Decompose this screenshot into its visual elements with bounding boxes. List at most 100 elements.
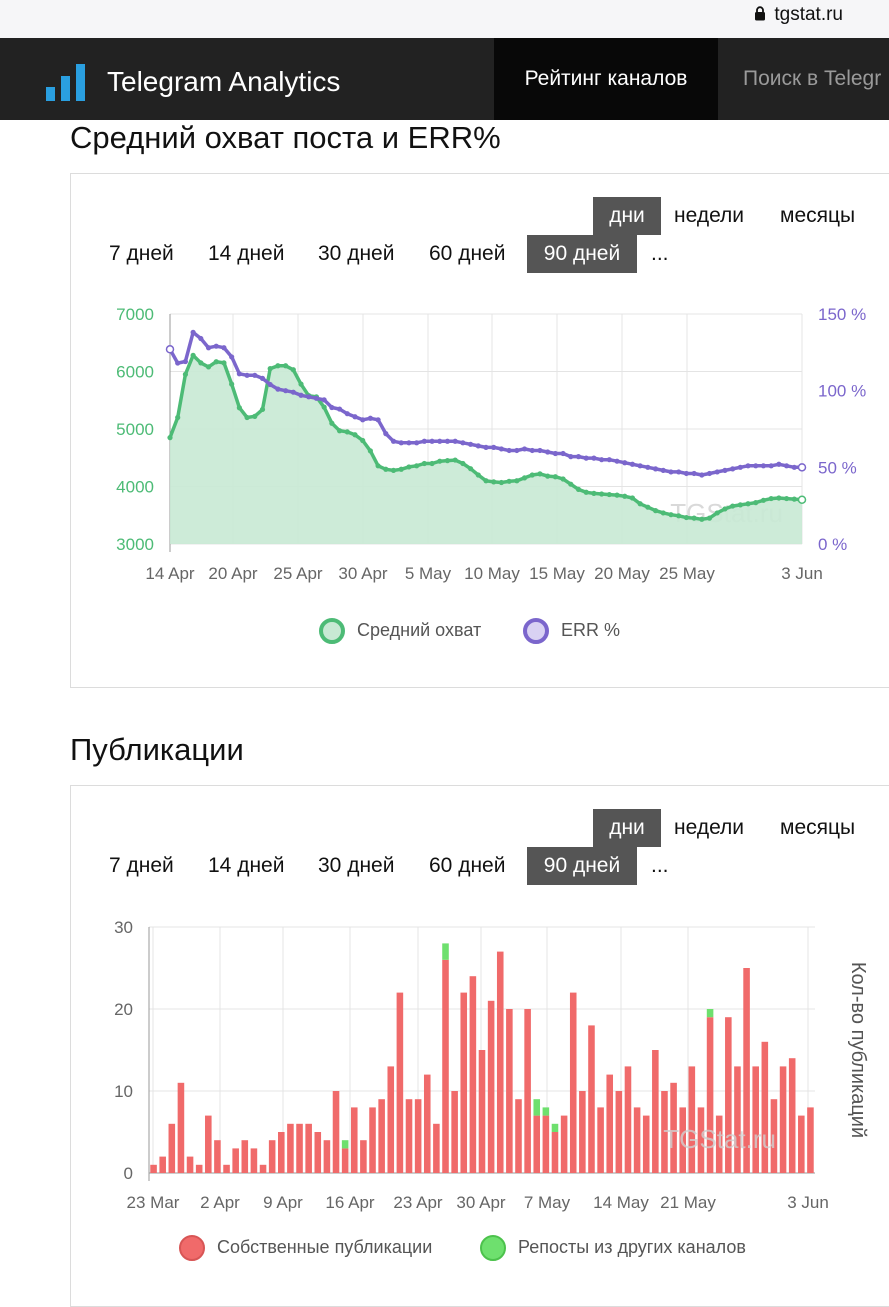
- bar-own-posts: [487, 1000, 495, 1173]
- bar-own-posts: [697, 1107, 705, 1173]
- reach-point: [637, 501, 643, 507]
- bar-own-posts: [323, 1140, 331, 1173]
- reach-point: [329, 420, 335, 426]
- reach-point: [321, 404, 327, 410]
- period-weeks-button[interactable]: недели: [674, 204, 745, 227]
- brand-name[interactable]: Telegram Analytics: [107, 66, 341, 97]
- period-months-button[interactable]: месяцы: [780, 204, 856, 227]
- pub-period-days-button[interactable]: дни: [593, 809, 661, 847]
- pub-period-weeks-button[interactable]: недели: [674, 816, 745, 839]
- nav-channel-rating[interactable]: Рейтинг каналов: [494, 38, 718, 120]
- reach-area-fill: [170, 355, 802, 544]
- bar-own-posts: [761, 1041, 769, 1173]
- err-point: [252, 372, 258, 378]
- reach-point: [267, 366, 273, 372]
- browser-url-bar[interactable]: tgstat.ru: [0, 0, 889, 38]
- err-point: [190, 329, 196, 335]
- period-days-button[interactable]: дни: [593, 197, 661, 235]
- reach-point: [198, 360, 204, 366]
- bar-chart-logo-icon[interactable]: [46, 64, 86, 101]
- lock-icon: [755, 6, 766, 21]
- err-point: [629, 461, 636, 467]
- legend-own-swatch: [179, 1235, 205, 1261]
- legend-average-reach[interactable]: Средний охват: [319, 618, 481, 644]
- y-tick-label: 10: [114, 1082, 133, 1101]
- pub-range-60-days-button[interactable]: 60 дней: [429, 854, 506, 877]
- reach-point: [336, 428, 343, 434]
- reach-point: [676, 513, 682, 519]
- reach-point: [259, 406, 266, 413]
- err-point: [637, 463, 643, 469]
- pub-range-30-days-button[interactable]: 30 дней: [318, 854, 395, 877]
- legend-err[interactable]: ERR %: [523, 618, 620, 644]
- err-point: [545, 449, 551, 455]
- legend-reposts[interactable]: Репосты из других каналов: [480, 1235, 746, 1261]
- err-point: [498, 446, 505, 452]
- pub-range-14-days-button[interactable]: 14 дней: [208, 854, 285, 877]
- range-14-days-button[interactable]: 14 дней: [208, 242, 285, 265]
- y-tick-label: 30: [114, 918, 133, 937]
- err-point: [683, 470, 689, 477]
- reach-point: [406, 464, 412, 470]
- y-axis-title: Кол-во публикаций: [847, 962, 869, 1138]
- err-point: [568, 454, 574, 460]
- range-60-days-button[interactable]: 60 дней: [429, 242, 506, 265]
- reach-point: [745, 501, 751, 507]
- range-7-days-button[interactable]: 7 дней: [109, 242, 174, 265]
- bar-own-posts: [725, 1017, 732, 1173]
- bar-own-posts: [551, 1132, 559, 1173]
- reach-point: [344, 429, 350, 435]
- pub-range-more-button[interactable]: ...: [651, 854, 669, 877]
- reach-point: [213, 359, 219, 365]
- range-more-button[interactable]: ...: [651, 242, 669, 265]
- bar-own-posts: [642, 1115, 650, 1173]
- reach-point: [722, 506, 728, 512]
- bar-reposts: [442, 943, 449, 960]
- reach-point: [205, 364, 212, 370]
- err-point: [437, 438, 443, 444]
- reach-point: [506, 478, 512, 484]
- x-tick-label: 7 May: [524, 1193, 571, 1212]
- bar-own-posts: [542, 1115, 550, 1173]
- err-point: [768, 463, 774, 469]
- reach-point: [629, 495, 636, 501]
- reach-point: [360, 437, 366, 444]
- range-90-days-button[interactable]: 90 дней: [527, 235, 637, 273]
- range-30-days-button[interactable]: 30 дней: [318, 242, 395, 265]
- bar-own-posts: [387, 1066, 395, 1173]
- bar-own-posts: [414, 1099, 422, 1173]
- y-left-tick-label: 6000: [116, 363, 154, 382]
- bar-own-posts: [278, 1132, 285, 1173]
- pub-range-90-days-button[interactable]: 90 дней: [527, 847, 637, 885]
- err-point: [783, 463, 790, 469]
- bar-own-posts: [259, 1164, 267, 1173]
- bar-own-posts: [752, 1066, 759, 1173]
- err-point: [383, 431, 389, 437]
- err-point: [290, 389, 296, 395]
- err-point: [676, 469, 682, 475]
- reach-point: [398, 466, 404, 472]
- reach-point: [791, 496, 797, 502]
- reach-point: [190, 352, 196, 358]
- bar-own-posts: [159, 1156, 166, 1173]
- reach-point: [475, 472, 481, 478]
- bar-own-posts: [195, 1164, 203, 1173]
- bar-own-posts: [633, 1107, 641, 1173]
- err-point-start: [165, 345, 175, 354]
- y-left-tick-label: 7000: [116, 305, 154, 324]
- nav-telegram-search[interactable]: Поиск в Telegr: [743, 67, 882, 90]
- err-point: [360, 417, 366, 423]
- x-tick-label: 23 Apr: [393, 1193, 442, 1212]
- reach-point: [706, 515, 713, 521]
- bar-reposts: [706, 1009, 714, 1018]
- pub-range-7-days-button[interactable]: 7 дней: [109, 854, 174, 877]
- err-point: [198, 335, 204, 342]
- bar-own-posts: [433, 1123, 440, 1173]
- url-display[interactable]: tgstat.ru: [754, 4, 843, 26]
- reach-point: [221, 360, 227, 366]
- legend-own-posts[interactable]: Собственные публикации: [179, 1235, 432, 1261]
- reach-point: [783, 495, 790, 502]
- pub-period-months-button[interactable]: месяцы: [780, 816, 856, 839]
- y-tick-label: 20: [114, 1000, 133, 1019]
- reach-point: [699, 516, 705, 522]
